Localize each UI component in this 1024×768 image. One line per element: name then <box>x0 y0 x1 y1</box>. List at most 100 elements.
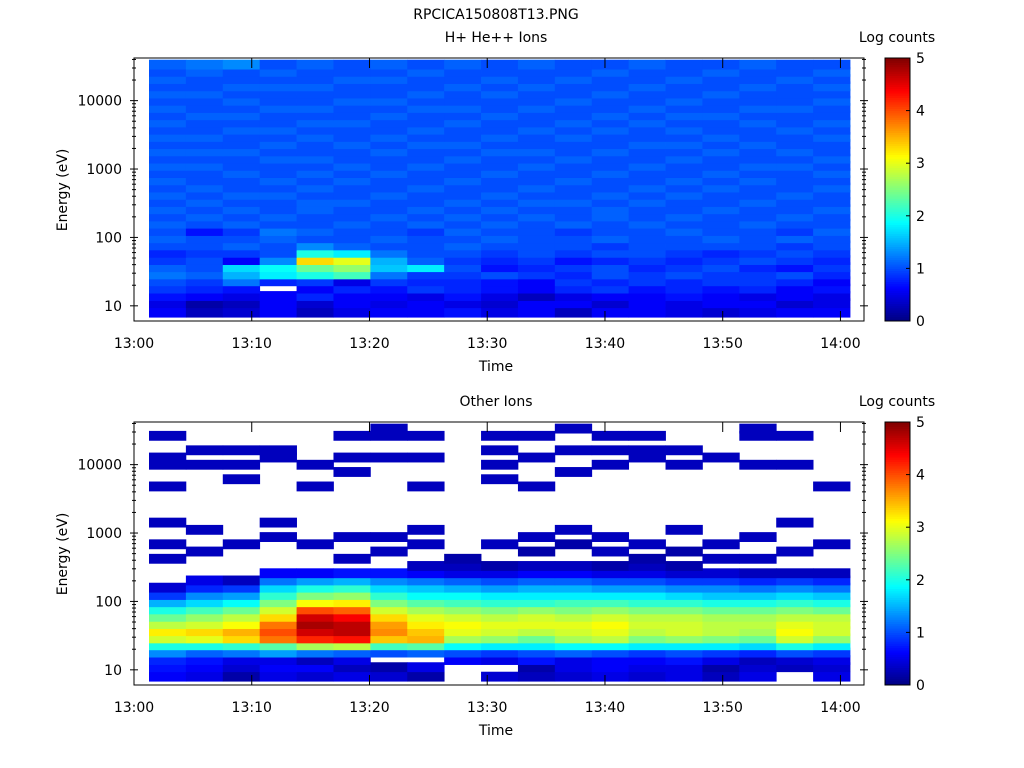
heatmap-cell <box>776 582 814 593</box>
heatmap-cell <box>296 146 334 157</box>
colorbar-step <box>885 303 910 307</box>
heatmap-cell <box>185 604 224 615</box>
heatmap-cell <box>776 640 814 651</box>
heatmap-cell <box>370 240 408 251</box>
heatmap-cell <box>591 59 630 70</box>
heatmap-cell <box>222 640 261 651</box>
heatmap-cell <box>481 139 519 150</box>
heatmap-cell <box>628 276 666 287</box>
heatmap-cell <box>628 182 666 193</box>
heatmap-cell <box>628 590 666 600</box>
colorbar-step <box>885 441 910 445</box>
heatmap-cell <box>185 197 224 207</box>
colorbar-step <box>885 259 910 263</box>
heatmap-cell <box>481 189 519 200</box>
heatmap-cell <box>149 139 187 150</box>
heatmap-cell <box>370 611 408 622</box>
heatmap-cell <box>665 110 703 121</box>
heatmap-cell <box>444 298 482 309</box>
heatmap-cell <box>813 139 851 150</box>
heatmap-cell <box>517 307 556 318</box>
heatmap-cell <box>517 568 556 579</box>
colorbar-step <box>885 435 910 438</box>
heatmap-cell <box>259 671 297 682</box>
heatmap-cell <box>665 189 703 200</box>
colorbar-step <box>885 73 910 77</box>
heatmap-cell <box>776 604 814 615</box>
heatmap-cell <box>149 647 187 658</box>
heatmap-cell <box>444 66 482 77</box>
heatmap-cell <box>702 582 740 593</box>
colorbar-step <box>885 606 910 609</box>
y-axis-label: Energy (eV) <box>55 513 71 596</box>
heatmap-cell <box>407 619 445 629</box>
heatmap-cell <box>517 233 556 244</box>
heatmap-cell <box>149 671 187 682</box>
heatmap-cell <box>517 655 556 665</box>
heatmap-cell <box>628 88 666 99</box>
heatmap-cell <box>517 182 556 193</box>
heatmap-cell <box>591 611 630 622</box>
heatmap-cell <box>333 604 371 615</box>
heatmap-cell <box>591 626 630 637</box>
heatmap-cell <box>591 291 630 301</box>
colorbar-step <box>885 235 910 239</box>
y-tick-label: 10000 <box>77 458 122 474</box>
heatmap-cell <box>370 291 408 301</box>
heatmap-cell <box>407 298 445 309</box>
heatmap-cell <box>591 189 630 200</box>
heatmap-cell <box>222 233 261 244</box>
heatmap-cell <box>407 59 445 70</box>
heatmap-cell <box>702 95 740 106</box>
heatmap-cell <box>517 291 556 301</box>
heatmap-cell <box>702 168 740 178</box>
heatmap-cell <box>296 640 334 651</box>
heatmap-cell <box>776 81 814 92</box>
heatmap-cell <box>185 298 224 309</box>
heatmap-cell <box>776 655 814 665</box>
heatmap-cell <box>149 517 187 528</box>
heatmap-cell <box>149 269 187 280</box>
colorbar-step <box>885 428 910 432</box>
heatmap-cell <box>444 233 482 244</box>
colorbar-step <box>885 448 910 451</box>
heatmap-cell <box>776 182 814 193</box>
heatmap-cell <box>185 175 224 186</box>
heatmap-cell <box>222 662 261 673</box>
heatmap-cell <box>333 240 371 251</box>
heatmap-cell <box>333 146 371 157</box>
heatmap-cell <box>481 59 519 70</box>
heatmap-cell <box>185 218 224 229</box>
heatmap-cell <box>333 597 371 608</box>
heatmap-cell <box>665 647 703 658</box>
heatmap-cell <box>665 568 703 579</box>
colorbar-step <box>885 487 910 491</box>
heatmap-cell <box>665 561 703 571</box>
colorbar-step <box>885 590 910 594</box>
heatmap-cell <box>591 546 630 557</box>
heatmap-cell <box>185 204 224 215</box>
heatmap-cell <box>739 211 777 222</box>
heatmap-cell <box>407 66 445 77</box>
colorbar-step <box>885 187 910 190</box>
colorbar-step <box>885 443 910 447</box>
heatmap-cell <box>702 662 740 673</box>
heatmap-cell <box>259 298 297 309</box>
heatmap-cell <box>739 110 777 121</box>
heatmap-cell <box>554 597 593 608</box>
heatmap-cell <box>517 452 556 463</box>
heatmap-cell <box>370 160 408 171</box>
heatmap-cell <box>665 298 703 309</box>
colorbar-step <box>885 619 910 622</box>
colorbar-step <box>885 422 910 425</box>
heatmap-cell <box>591 66 630 77</box>
heatmap-cell <box>628 662 666 673</box>
colorbar-frame <box>884 57 911 322</box>
heatmap-cell <box>628 160 666 171</box>
colorbar-step <box>885 468 910 471</box>
colorbar-step <box>885 119 910 123</box>
heatmap-cell <box>665 81 703 92</box>
colorbar-step <box>885 562 910 565</box>
heatmap-cell <box>628 189 666 200</box>
heatmap-cell <box>333 633 371 644</box>
